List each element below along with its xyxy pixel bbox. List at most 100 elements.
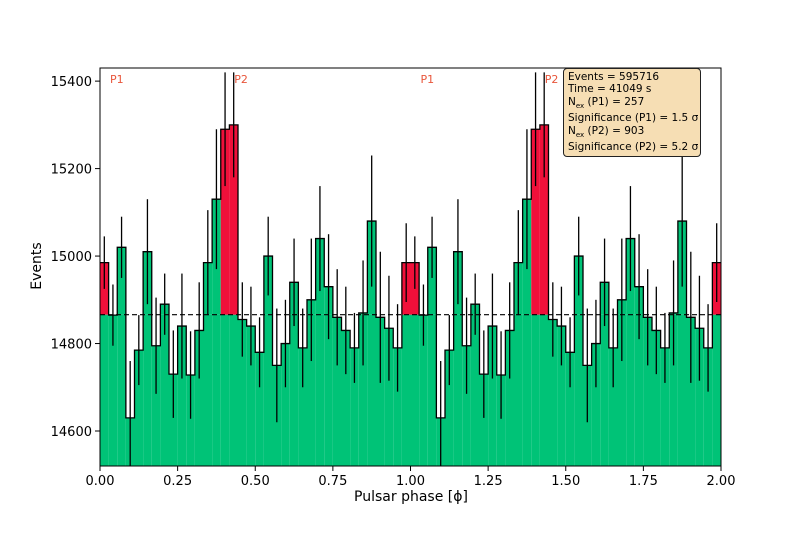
histogram-bar bbox=[462, 345, 471, 466]
histogram-bar bbox=[453, 314, 463, 466]
peak-excess-bar bbox=[531, 129, 540, 315]
histogram-bar bbox=[514, 314, 523, 466]
histogram-bar bbox=[384, 328, 394, 466]
stats-time: Time = 41049 s bbox=[568, 83, 652, 96]
histogram-bar bbox=[367, 314, 376, 466]
y-tick-label: 15200 bbox=[51, 163, 92, 178]
histogram-bar bbox=[255, 352, 264, 466]
histogram-bar bbox=[341, 330, 351, 466]
histogram-step-outline bbox=[100, 124, 721, 419]
histogram-bar bbox=[100, 314, 109, 466]
peak-excess-bar bbox=[229, 124, 238, 315]
histogram-bar bbox=[307, 314, 316, 466]
peak-label-p2: P2 bbox=[234, 73, 248, 86]
histogram-bar bbox=[557, 326, 566, 466]
peak-excess-bar bbox=[539, 124, 549, 315]
histogram-bar bbox=[677, 314, 687, 466]
histogram-bar bbox=[531, 314, 540, 466]
histogram-bar bbox=[479, 374, 489, 466]
x-tick-label: 0.25 bbox=[163, 474, 192, 489]
histogram-bar bbox=[574, 314, 583, 466]
y-tick-label: 15000 bbox=[51, 250, 92, 265]
histogram-bar-excess bbox=[117, 247, 126, 315]
histogram-bar bbox=[686, 317, 696, 466]
statistics-box: Events = 595716 Time = 41049 s Nex (P1) … bbox=[563, 68, 701, 157]
histogram-bar bbox=[522, 314, 532, 466]
y-axis-title: Events bbox=[29, 242, 45, 289]
histogram-bar bbox=[151, 345, 161, 466]
histogram-bar bbox=[470, 314, 480, 466]
histogram-bar bbox=[505, 330, 514, 466]
histogram-step-line bbox=[100, 124, 721, 419]
histogram-bar bbox=[108, 315, 118, 466]
histogram-bar bbox=[246, 326, 256, 466]
histogram-bar bbox=[695, 328, 704, 466]
error-bars bbox=[103, 72, 718, 466]
x-tick-label: 1.75 bbox=[629, 474, 658, 489]
stats-nex-p1: Nex (P1) = 257 bbox=[568, 95, 645, 110]
histogram-bar bbox=[117, 314, 126, 466]
histogram-bar bbox=[565, 352, 575, 466]
histogram-bar bbox=[626, 314, 635, 466]
histogram-bar bbox=[496, 375, 506, 466]
x-axis-title: Pulsar phase [ϕ] bbox=[354, 489, 468, 505]
histogram-bar bbox=[220, 314, 230, 466]
histogram-bar bbox=[652, 330, 661, 466]
histogram-bar bbox=[186, 375, 195, 466]
histogram-bar bbox=[203, 314, 213, 466]
histogram-bar bbox=[212, 314, 221, 466]
x-tick-label: 0.50 bbox=[241, 474, 270, 489]
histogram-bar bbox=[548, 319, 558, 466]
histogram-bar bbox=[238, 319, 247, 466]
stats-events: Events = 595716 bbox=[568, 71, 660, 83]
histogram-bar bbox=[712, 314, 721, 466]
peak-label-p1: P1 bbox=[421, 73, 435, 86]
x-tick-label: 2.00 bbox=[707, 474, 736, 489]
peak-label-p1: P1 bbox=[110, 73, 124, 86]
histogram-bar bbox=[358, 314, 368, 466]
histogram-bar bbox=[617, 314, 627, 466]
x-tick-label: 1.50 bbox=[551, 474, 580, 489]
histogram-bar bbox=[445, 350, 454, 466]
histogram-bar bbox=[401, 314, 411, 466]
histogram-bar bbox=[177, 326, 187, 466]
stats-significance-p2: Significance (P2) = 5.2 σ bbox=[568, 141, 699, 154]
y-axis-ticks: 14600 14800 15000 15200 15400 bbox=[51, 75, 100, 440]
histogram-bar bbox=[608, 347, 618, 466]
histogram-bar bbox=[634, 314, 644, 466]
y-tick-label: 14800 bbox=[51, 338, 92, 353]
histogram-bar bbox=[169, 374, 178, 466]
histogram-bar bbox=[427, 314, 437, 466]
histogram-bar bbox=[703, 347, 713, 466]
peak-labels: P1 P2 P1 P2 bbox=[110, 73, 558, 86]
x-axis-ticks: 0.00 0.25 0.50 0.75 1.00 1.25 1.50 1.75 2.00 bbox=[86, 466, 736, 489]
x-tick-label: 1.25 bbox=[474, 474, 503, 489]
y-tick-label: 15400 bbox=[51, 75, 92, 90]
stats-significance-p1: Significance (P1) = 1.5 σ bbox=[568, 112, 699, 125]
histogram-bar bbox=[643, 317, 652, 466]
histogram-bar bbox=[134, 350, 144, 466]
histogram-bar bbox=[488, 326, 497, 466]
histogram-bar bbox=[229, 314, 238, 466]
histogram-bar bbox=[600, 314, 609, 466]
histogram-bar bbox=[315, 314, 325, 466]
histogram-bar bbox=[143, 314, 152, 466]
histogram-bars bbox=[100, 124, 721, 466]
histogram-bar bbox=[393, 347, 402, 466]
histogram-bar bbox=[194, 330, 204, 466]
histogram-bar bbox=[419, 315, 428, 466]
histogram-bar bbox=[289, 314, 299, 466]
stats-nex-p2: Nex (P2) = 903 bbox=[568, 124, 645, 139]
peak-label-p2: P2 bbox=[545, 73, 559, 86]
histogram-bar bbox=[160, 314, 169, 466]
histogram-bar bbox=[376, 317, 385, 466]
x-tick-label: 0.75 bbox=[318, 474, 347, 489]
histogram-bar bbox=[281, 343, 290, 466]
x-tick-label: 1.00 bbox=[396, 474, 425, 489]
histogram-bar bbox=[410, 314, 420, 466]
histogram-bar bbox=[263, 314, 273, 466]
histogram-bar bbox=[539, 314, 549, 466]
histogram-bar bbox=[669, 314, 678, 466]
histogram-bar bbox=[324, 314, 333, 466]
